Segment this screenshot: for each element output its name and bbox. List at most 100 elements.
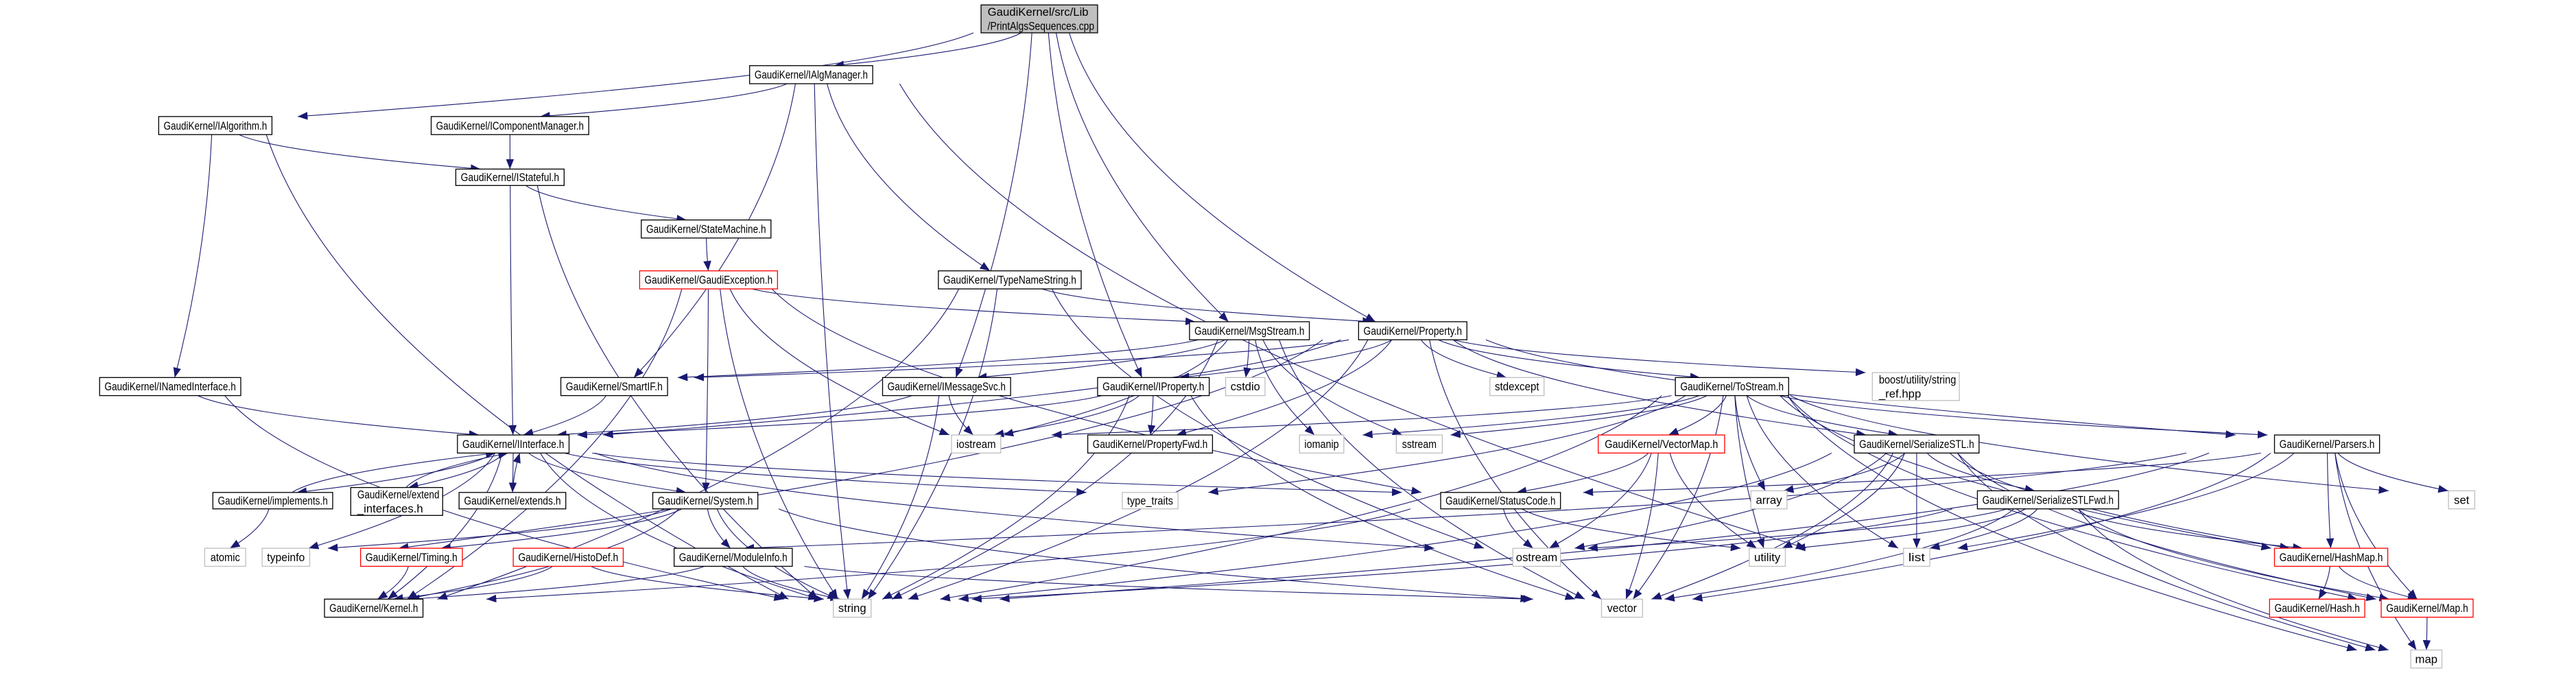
node-ialg-manager[interactable]: GaudiKernel/IAlgManager.h <box>749 65 873 84</box>
edge-module-info-to-string <box>742 566 841 602</box>
node-map[interactable]: GaudiKernel/Map.h <box>2380 598 2474 618</box>
edge-property-to-parsers <box>1485 339 2236 438</box>
node-box <box>1489 377 1545 397</box>
node-typeinfo[interactable]: typeinfo <box>261 547 311 567</box>
node-status-code[interactable]: GaudiKernel/StatusCode.h <box>1440 492 1561 510</box>
node-label: /PrintAlgsSequences.cpp <box>988 19 1095 32</box>
edge-msg-stream-to-iomanip <box>1255 340 1315 436</box>
node-gaudi-exception[interactable]: GaudiKernel/GaudiException.h <box>639 270 779 290</box>
node-type-name-string[interactable]: GaudiKernel/TypeNameString.h <box>938 270 1082 290</box>
node-label: type_traits <box>1127 495 1173 508</box>
node-iomanip[interactable]: iomanip <box>1299 434 1345 454</box>
node-system[interactable]: GaudiKernel/System.h <box>652 492 759 510</box>
node-iinterface[interactable]: GaudiKernel/IInterface.h <box>457 434 570 454</box>
edge-system-to-module-info <box>707 508 731 549</box>
node-msg-stream[interactable]: GaudiKernel/MsgStream.h <box>1189 321 1310 340</box>
edge-gaudi-exception-to-status-code <box>771 288 1422 495</box>
edge-iinterface-to-string <box>540 453 818 600</box>
node-label: typeinfo <box>267 551 305 564</box>
edge-property-to-stdexcept <box>1421 339 1507 379</box>
node-extend-interfaces[interactable]: GaudiKernel/extend_interfaces.h <box>350 486 443 516</box>
node-boost[interactable]: boost/utility/string_ref.hpp <box>1871 372 1960 401</box>
edge-iinterface-to-status-code <box>592 452 1402 497</box>
edge-serialize-stlfwd-to-list <box>1929 508 2038 550</box>
node-box <box>2448 490 2476 510</box>
node-box <box>1903 547 1930 567</box>
node-label: GaudiKernel/System.h <box>658 495 753 508</box>
node-vector-map[interactable]: GaudiKernel/VectorMap.h <box>1598 434 1725 454</box>
node-root[interactable]: GaudiKernel/src/Lib/PrintAlgsSequences.c… <box>980 4 1098 34</box>
edge-histo-def-to-kernel <box>393 566 553 602</box>
node-hash[interactable]: GaudiKernel/Hash.h <box>2269 598 2365 618</box>
node-label: GaudiKernel/src/Lib <box>988 5 1089 19</box>
node-property[interactable]: GaudiKernel/Property.h <box>1358 321 1467 340</box>
node-box <box>673 547 793 567</box>
node-iproperty[interactable]: GaudiKernel/IProperty.h <box>1097 377 1210 397</box>
edge-root-to-property <box>1069 32 1376 322</box>
node-hash-map[interactable]: GaudiKernel/HashMap.h <box>2273 547 2389 567</box>
node-to-stream[interactable]: GaudiKernel/ToStream.h <box>1675 377 1789 397</box>
node-box <box>2273 547 2389 567</box>
edge-to-stream-to-type-traits <box>1208 395 1686 495</box>
node-istateful[interactable]: GaudiKernel/IStateful.h <box>455 168 565 187</box>
node-ialgorithm[interactable]: GaudiKernel/IAlgorithm.h <box>158 116 273 135</box>
node-box <box>99 377 241 397</box>
node-label: GaudiKernel/SerializeSTLFwd.h <box>1983 493 2114 506</box>
node-box <box>749 65 873 84</box>
node-label: GaudiKernel/HistoDef.h <box>518 551 618 564</box>
edge-msg-stream-to-sstream <box>1262 340 1403 436</box>
node-utility[interactable]: utility <box>1749 547 1786 567</box>
node-parsers[interactable]: GaudiKernel/Parsers.h <box>2273 434 2380 454</box>
edge-to-stream-to-hash-map <box>1780 395 2271 551</box>
edge-state-machine-to-gaudi-exception <box>703 237 711 271</box>
edge-extends-to-iinterface <box>512 453 521 493</box>
edge-serialize-stlfwd-to-map <box>2077 508 2389 652</box>
node-timing[interactable]: GaudiKernel/Timing.h <box>359 547 463 567</box>
node-iostream[interactable]: iostream <box>951 434 1002 454</box>
edge-property-to-smart-if <box>694 339 1349 381</box>
node-implements[interactable]: GaudiKernel/implements.h <box>212 492 333 510</box>
node-vector[interactable]: vector <box>1600 598 1643 618</box>
edge-type-name-string-to-property <box>1041 288 1373 325</box>
node-property-fwd[interactable]: GaudiKernel/PropertyFwd.h <box>1087 434 1214 454</box>
node-extends[interactable]: GaudiKernel/extends.h <box>458 492 567 510</box>
node-list[interactable]: list <box>1903 547 1930 567</box>
node-cstdio[interactable]: cstdio <box>1225 377 1266 397</box>
edge-to-stream-to-vector <box>1633 395 1724 600</box>
node-state-machine[interactable]: GaudiKernel/StateMachine.h <box>641 219 772 239</box>
node-box <box>1097 377 1210 397</box>
node-label: atomic <box>211 551 240 564</box>
edge-gaudi-exception-to-kernel <box>407 288 683 600</box>
edge-serialize-stlfwd-to-utility <box>1795 508 2026 552</box>
node-serialize-stl[interactable]: GaudiKernel/SerializeSTL.h <box>1854 434 1980 454</box>
node-array[interactable]: array <box>1750 490 1788 510</box>
edge-root-to-msg-stream <box>1055 32 1229 322</box>
edge-ialgorithm-to-istateful <box>239 134 481 172</box>
node-ostream[interactable]: ostream <box>1512 547 1561 567</box>
node-smart-if[interactable]: GaudiKernel/SmartIF.h <box>560 377 668 397</box>
node-type-traits[interactable]: type_traits <box>1122 492 1179 510</box>
node-icomponent-manager[interactable]: GaudiKernel/IComponentManager.h <box>430 116 589 135</box>
node-atomic[interactable]: atomic <box>204 547 246 567</box>
node-label: GaudiKernel/extend <box>357 488 440 501</box>
node-module-info[interactable]: GaudiKernel/ModuleInfo.h <box>673 547 793 567</box>
edge-serialize-stl-to-map <box>1957 453 2376 652</box>
node-string[interactable]: string <box>833 598 872 618</box>
node-set[interactable]: set <box>2448 490 2476 510</box>
node-inamed-interface[interactable]: GaudiKernel/INamedInterface.h <box>99 377 241 397</box>
node-label: GaudiKernel/IInterface.h <box>462 438 564 451</box>
edge-status-code-to-ostream <box>1503 508 1534 549</box>
edge-property-to-boost <box>1452 339 1866 377</box>
node-histo-def[interactable]: GaudiKernel/HistoDef.h <box>512 547 624 567</box>
node-kernel[interactable]: GaudiKernel/Kernel.h <box>324 598 424 618</box>
edge-parsers-to-string <box>1000 452 2210 603</box>
node-map[interactable]: map <box>2410 649 2443 669</box>
node-label: GaudiKernel/Timing.h <box>366 551 458 564</box>
node-stdexcept[interactable]: stdexcept <box>1489 377 1545 397</box>
node-box <box>882 377 1011 397</box>
node-sstream[interactable]: sstream <box>1395 434 1443 454</box>
edge-serialize-stlfwd-to-vector <box>1664 508 2014 602</box>
node-serialize-stlfwd[interactable]: GaudiKernel/SerializeSTLFwd.h <box>1976 490 2119 510</box>
edge-gaudi-exception-to-msg-stream <box>751 288 1196 326</box>
node-imessage-svc[interactable]: GaudiKernel/IMessageSvc.h <box>882 377 1011 397</box>
